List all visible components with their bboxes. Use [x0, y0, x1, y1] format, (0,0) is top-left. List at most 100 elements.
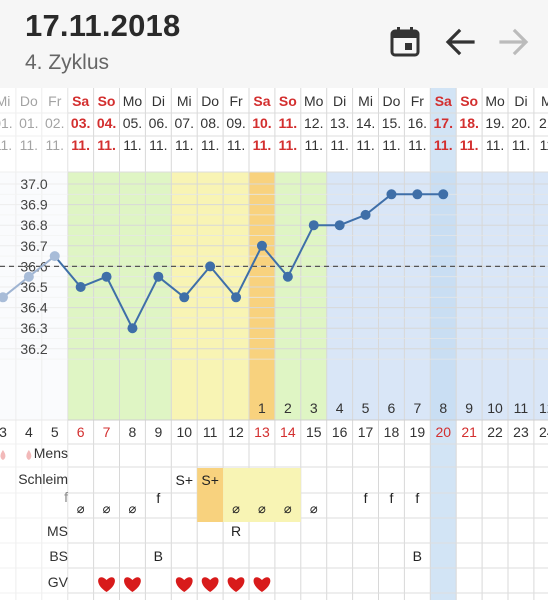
day-date-label: 15.	[382, 115, 401, 131]
cycle-day-label: 12	[228, 424, 244, 440]
cycle-chart[interactable]: Mi01.11.Do01.11.Fr02.11.Sa03.11.So04.11.…	[0, 88, 548, 600]
temperature-point[interactable]	[438, 189, 449, 200]
y-tick-label: 36.5	[20, 279, 47, 295]
cycle-day-label: 5	[51, 424, 59, 440]
temperature-point[interactable]	[231, 292, 242, 303]
row-label-bs: BS	[49, 548, 68, 564]
heart-icon[interactable]	[227, 577, 245, 592]
post-ovulation-count: 6	[388, 400, 396, 416]
day-month-label: 11.	[434, 137, 453, 153]
day-of-week-label: M	[541, 93, 548, 109]
day-month-label: 11.	[512, 137, 530, 153]
temperature-point[interactable]	[334, 220, 345, 231]
heart-icon[interactable]	[98, 577, 115, 592]
sensation-entry[interactable]: f	[415, 490, 419, 506]
drop-icon	[26, 450, 32, 460]
mucus-entry[interactable]: S+	[175, 472, 193, 488]
cycle-day-label: 4	[25, 424, 33, 440]
day-of-week-label: Mi	[177, 93, 192, 109]
post-ovulation-count: 3	[310, 400, 318, 416]
calendar-button[interactable]	[385, 22, 425, 62]
temperature-point[interactable]	[49, 251, 60, 262]
cervix-entry[interactable]: R	[231, 523, 241, 539]
sensation-entry[interactable]: ⌀	[284, 501, 292, 516]
post-ovulation-count: 10	[487, 400, 503, 416]
y-tick-label: 36.3	[20, 320, 47, 336]
day-of-week-label: Do	[382, 93, 400, 109]
mucus-entry[interactable]: S+	[201, 472, 219, 488]
mucus-fertile-band	[223, 468, 301, 522]
row-label-gv: GV	[48, 574, 69, 590]
heart-icon[interactable]	[201, 577, 219, 592]
day-month-label: 11.	[356, 137, 374, 153]
day-month-label: 11.	[123, 137, 141, 153]
app-header: 17.11.2018 4. Zyklus	[0, 0, 548, 88]
cycle-day-label: 15	[306, 424, 322, 440]
arrow-right-icon	[499, 28, 529, 56]
day-month-label: 11.	[201, 137, 219, 153]
sensation-entry[interactable]: ⌀	[77, 501, 85, 516]
day-month-label: 11.	[253, 137, 272, 153]
temperature-point[interactable]	[412, 189, 423, 200]
sensation-entry[interactable]: ⌀	[232, 501, 240, 516]
post-ovulation-count: 2	[284, 400, 292, 416]
sensation-entry[interactable]: ⌀	[310, 501, 318, 516]
day-date-label: 04.	[97, 115, 116, 131]
sensation-entry[interactable]: f	[390, 490, 394, 506]
temperature-point[interactable]	[23, 271, 34, 282]
post-ovulation-count: 7	[413, 400, 421, 416]
temperature-point[interactable]	[308, 220, 319, 231]
sensation-entry[interactable]: f	[156, 490, 160, 506]
post-ovulation-count: 1	[258, 400, 266, 416]
heart-icon[interactable]	[253, 577, 271, 592]
sensation-entry[interactable]: f	[364, 490, 368, 506]
temperature-point[interactable]	[101, 271, 112, 282]
cycle-day-label: 23	[513, 424, 529, 440]
sensation-entry[interactable]: ⌀	[129, 501, 137, 516]
breast-entry[interactable]: B	[413, 548, 422, 564]
temperature-point[interactable]	[256, 240, 267, 251]
cycle-subtitle: 4. Zyklus	[25, 51, 110, 74]
temperature-point[interactable]	[282, 271, 293, 282]
heart-icon[interactable]	[175, 577, 193, 592]
day-month-label: 11.	[71, 137, 90, 153]
day-month-label: 11.	[278, 137, 297, 153]
day-of-week-label: Fr	[411, 93, 425, 109]
day-date-label: 21	[539, 115, 548, 131]
cycle-day-label: 8	[129, 424, 137, 440]
sensation-entry[interactable]: ⌀	[103, 501, 111, 516]
breast-entry[interactable]: B	[154, 548, 163, 564]
day-month-label: 11.	[460, 137, 479, 153]
day-month-label: 11.	[382, 137, 400, 153]
post-ovulation-count: 9	[465, 400, 473, 416]
temperature-point[interactable]	[386, 189, 397, 200]
temperature-point[interactable]	[75, 282, 86, 292]
next-day-button[interactable]	[494, 22, 534, 62]
post-ovulation-count: 8	[439, 400, 447, 416]
day-date-label: 11.	[278, 115, 297, 131]
temperature-point[interactable]	[360, 209, 371, 220]
sensation-entry[interactable]: ⌀	[258, 501, 266, 516]
temperature-point[interactable]	[153, 271, 164, 282]
day-of-week-label: Mo	[123, 93, 143, 109]
previous-day-button[interactable]	[440, 22, 480, 62]
day-date-label: 10.	[252, 115, 271, 131]
row-label-mens: Mens	[34, 445, 68, 461]
day-date-label: 19.	[485, 115, 504, 131]
day-of-week-label: Sa	[72, 93, 89, 109]
temperature-point[interactable]	[205, 261, 216, 272]
cycle-day-label: 3	[0, 424, 7, 440]
row-label-ms: MS	[47, 523, 68, 539]
day-date-label: 16.	[408, 115, 427, 131]
day-month-label: 11.	[227, 137, 245, 153]
temperature-point[interactable]	[127, 323, 138, 334]
post-ovulation-count: 12	[539, 400, 548, 416]
heart-icon[interactable]	[124, 577, 141, 592]
temperature-point[interactable]	[0, 292, 8, 303]
day-date-label: 08.	[200, 115, 219, 131]
day-date-label: 18.	[459, 115, 478, 131]
y-tick-label: 36.6	[20, 258, 47, 274]
day-of-week-label: So	[460, 93, 478, 109]
day-of-week-label: So	[279, 93, 297, 109]
temperature-point[interactable]	[179, 292, 190, 303]
